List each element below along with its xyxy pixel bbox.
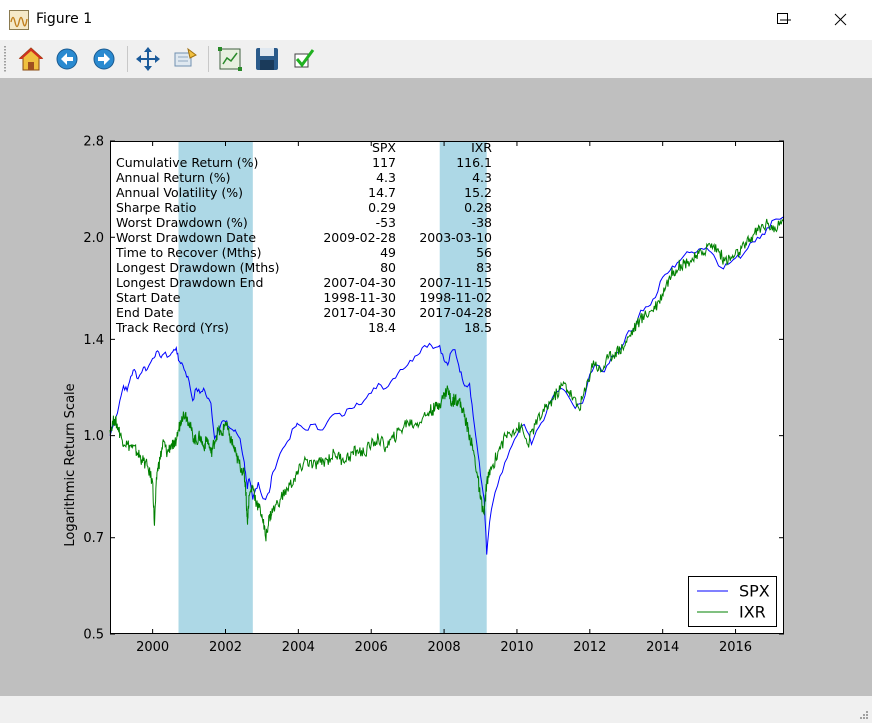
stats-row-label: Time to Recover (Mths) <box>115 245 262 260</box>
stats-row-label: Start Date <box>116 290 181 305</box>
x-tick-label: 2002 <box>209 640 242 655</box>
move-arrows-icon[interactable] <box>133 44 163 74</box>
stats-value-spx: 117 <box>372 155 396 170</box>
resize-grip-icon[interactable] <box>858 709 868 719</box>
legend-label-spx: SPX <box>739 582 770 601</box>
x-tick-label: 2016 <box>719 640 752 655</box>
stats-row-label: Annual Volatility (%) <box>116 185 243 200</box>
stats-column-header: IXR <box>471 140 492 155</box>
x-tick-label: 2010 <box>500 640 533 655</box>
y-tick-label: 2.8 <box>83 135 104 150</box>
x-tick-label: 2006 <box>355 640 388 655</box>
arrow-right-icon[interactable] <box>89 44 119 74</box>
stats-value-ixr: 18.5 <box>464 320 492 335</box>
stats-value-ixr: 2017-04-28 <box>419 305 492 320</box>
stats-row-label: Longest Drawdown (Mths) <box>116 260 280 275</box>
stats-column-header: SPX <box>372 140 396 155</box>
figure-canvas[interactable]: 2000 2002 2004 2006 2008 2010 2012 2014 2016 0.5… <box>0 78 872 696</box>
stats-row-label: Track Record (Yrs) <box>115 320 229 335</box>
y-tick-label: 2.0 <box>83 231 104 246</box>
stats-value-ixr: 4.3 <box>472 170 492 185</box>
navigation-toolbar <box>0 40 872 78</box>
floppy-disk-icon[interactable] <box>252 44 282 74</box>
stats-value-ixr: 15.2 <box>464 185 492 200</box>
y-axis-label: Logarithmic Return Scale <box>63 383 78 546</box>
toolbar-separator <box>208 46 209 72</box>
toolbar-separator <box>127 46 128 72</box>
minimize-icon[interactable] <box>756 0 814 40</box>
stats-value-spx: 2007-04-30 <box>323 275 396 290</box>
stats-value-spx: 14.7 <box>368 185 396 200</box>
stats-value-spx: 18.4 <box>368 320 396 335</box>
y-tick-label: 1.0 <box>83 429 104 444</box>
x-tick-label: 2000 <box>136 640 169 655</box>
stats-value-ixr: 2003-03-10 <box>419 230 492 245</box>
series-line-ixr <box>109 218 785 542</box>
matplotlib-figure-icon <box>9 10 29 30</box>
checkmark-icon[interactable] <box>288 44 318 74</box>
stats-row-label: Annual Return (%) <box>116 170 231 185</box>
chart[interactable]: 2000 2002 2004 2006 2008 2010 2012 2014 2016 0.5… <box>0 78 872 696</box>
stats-value-spx: 0.29 <box>368 200 396 215</box>
series-line-spx <box>109 216 785 555</box>
status-bar <box>0 696 872 723</box>
stats-row-label: End Date <box>116 305 174 320</box>
x-tick-label: 2012 <box>573 640 606 655</box>
arrow-left-icon[interactable] <box>52 44 82 74</box>
stats-row-label: Sharpe Ratio <box>116 200 196 215</box>
x-tick-label: 2008 <box>428 640 461 655</box>
close-icon[interactable] <box>811 0 869 40</box>
toolbar-grip[interactable] <box>4 46 6 72</box>
y-tick-label: 0.5 <box>83 628 104 643</box>
plot-frame <box>110 141 784 634</box>
x-tick-label: 2004 <box>282 640 315 655</box>
stats-value-spx: 49 <box>380 245 396 260</box>
stats-row-label: Longest Drawdown End <box>116 275 263 290</box>
stats-value-ixr: 116.1 <box>456 155 492 170</box>
stats-value-ixr: 2007-11-15 <box>419 275 492 290</box>
stats-value-ixr: 83 <box>476 260 492 275</box>
stats-value-ixr: -38 <box>472 215 492 230</box>
zoom-rect-icon[interactable] <box>170 44 200 74</box>
window-title: Figure 1 <box>36 11 93 27</box>
stats-row-label: Worst Drawdown (%) <box>116 215 248 230</box>
subplots-icon[interactable] <box>215 44 245 74</box>
stats-value-spx: 1998-11-30 <box>323 290 396 305</box>
stats-value-spx: 2009-02-28 <box>323 230 396 245</box>
legend-label-ixr: IXR <box>739 603 766 622</box>
y-tick-label: 0.7 <box>83 531 104 546</box>
y-tick-label: 1.4 <box>83 333 104 348</box>
stats-value-ixr: 56 <box>476 245 492 260</box>
stats-value-ixr: 0.28 <box>464 200 492 215</box>
x-tick-label: 2014 <box>646 640 679 655</box>
legend-box <box>688 576 777 627</box>
home-icon[interactable] <box>16 44 46 74</box>
stats-row-label: Cumulative Return (%) <box>116 155 258 170</box>
stats-value-spx: 80 <box>380 260 396 275</box>
maximize-icon[interactable] <box>753 0 811 40</box>
stats-value-spx: 4.3 <box>376 170 396 185</box>
stats-row-label: Worst Drawdown Date <box>116 230 256 245</box>
drawdown-shade <box>178 141 253 634</box>
stats-value-spx: 2017-04-30 <box>323 305 396 320</box>
stats-value-spx: -53 <box>376 215 396 230</box>
legend: SPX IXR <box>688 576 777 627</box>
window-titlebar: Figure 1 <box>0 0 872 40</box>
stats-value-ixr: 1998-11-02 <box>419 290 492 305</box>
